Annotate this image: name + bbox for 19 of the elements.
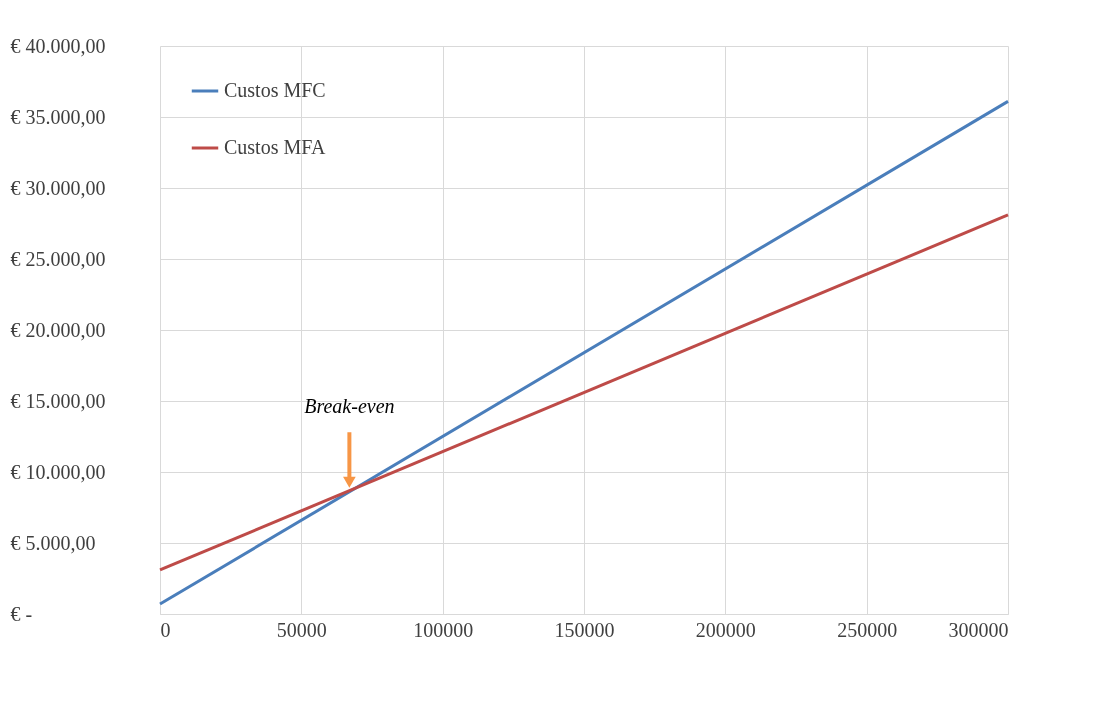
annotation: Break-even: [304, 394, 395, 417]
y-tick-label: € 30.000,00: [10, 176, 106, 199]
x-tick-label: 50000: [276, 618, 327, 641]
y-tick-label: € 40.000,00: [10, 34, 106, 57]
legend-label: Custos MFA: [224, 136, 326, 158]
y-tick-label: € 15.000,00: [10, 389, 106, 412]
y-tick-label: € 20.000,00: [10, 318, 106, 341]
x-tick-label: 300000: [948, 618, 1009, 641]
x-tick-label: 100000: [413, 618, 474, 641]
x-tick-label: 250000: [837, 618, 898, 641]
x-tick-label: 200000: [695, 618, 756, 641]
y-tick-label: € -: [10, 602, 33, 625]
y-tick-label: € 25.000,00: [10, 247, 106, 270]
x-tick-label: 0: [160, 618, 171, 641]
legend-label: Custos MFC: [224, 79, 326, 101]
x-tick-label: 150000: [554, 618, 615, 641]
y-tick-label: € 10.000,00: [10, 460, 106, 483]
y-tick-label: € 35.000,00: [10, 105, 106, 128]
y-tick-label: € 5.000,00: [10, 531, 96, 554]
